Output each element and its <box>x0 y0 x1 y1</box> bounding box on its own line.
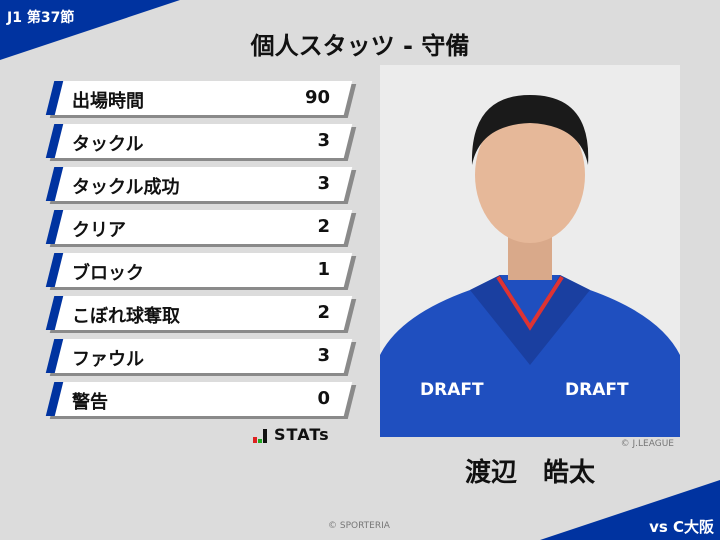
svg-text:DRAFT: DRAFT <box>565 380 629 400</box>
stat-row: こぼれ球奪取 2 <box>45 296 357 333</box>
stat-value: 2 <box>317 216 330 237</box>
stat-row: 出場時間 90 <box>45 81 357 118</box>
opponent-label: vs C大阪 <box>649 518 714 536</box>
copyright: © SPORTERIA <box>328 521 390 531</box>
stat-row: 警告 0 <box>45 382 357 419</box>
stats-logo-text: STATs <box>274 425 330 444</box>
stat-label: ブロック <box>72 263 144 284</box>
player-name: 渡辺 皓太 <box>464 458 595 488</box>
stat-value: 0 <box>317 388 330 409</box>
stat-row: ブロック 1 <box>45 253 357 290</box>
bar-chart-logo-icon <box>253 429 267 443</box>
stat-value: 1 <box>317 259 330 280</box>
stat-label: 出場時間 <box>72 91 144 112</box>
stat-label: タックル <box>72 134 144 155</box>
svg-text:DRAFT: DRAFT <box>420 380 484 400</box>
stat-label: クリア <box>72 220 126 241</box>
stat-label: 警告 <box>72 392 108 413</box>
stat-row: タックル 3 <box>45 124 357 161</box>
stat-value: 3 <box>317 345 330 366</box>
stat-label: タックル成功 <box>72 177 180 198</box>
photo-credit: © J.LEAGUE <box>620 439 674 449</box>
stat-row: クリア 2 <box>45 210 357 247</box>
stat-value: 2 <box>317 302 330 323</box>
stat-value: 3 <box>317 130 330 151</box>
page-title: 個人スタッツ - 守備 <box>250 32 470 60</box>
stats-logo: STATs <box>253 425 330 444</box>
stats-list: 出場時間 90 タックル 3 タックル成功 3 クリア 2 ブロック 1 こぼれ球奪取 2 ファウル 3 警… <box>45 81 357 425</box>
round-label: J1 第37節 <box>7 10 75 26</box>
stat-label: こぼれ球奪取 <box>72 306 180 327</box>
stat-row: タックル成功 3 <box>45 167 357 204</box>
player-photo: DRAFT DRAFT <box>380 65 680 437</box>
stat-row: ファウル 3 <box>45 339 357 376</box>
stat-value: 3 <box>317 173 330 194</box>
stat-label: ファウル <box>72 349 144 370</box>
stat-value: 90 <box>304 87 330 108</box>
